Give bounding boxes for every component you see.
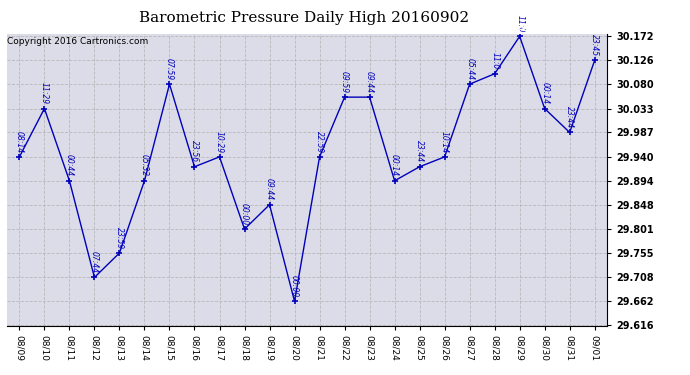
Text: Copyright 2016 Cartronics.com: Copyright 2016 Cartronics.com <box>7 38 148 46</box>
Text: 23:45: 23:45 <box>590 34 599 56</box>
Text: 09:44: 09:44 <box>265 178 274 201</box>
Text: 05:32: 05:32 <box>140 154 149 177</box>
Text: 23:56: 23:56 <box>190 141 199 163</box>
Text: 10:14: 10:14 <box>440 130 449 153</box>
Text: 11:29: 11:29 <box>40 82 49 104</box>
Text: 00:14: 00:14 <box>540 82 549 104</box>
Text: 22:59: 22:59 <box>315 130 324 153</box>
Text: 10:29: 10:29 <box>215 130 224 153</box>
Text: 09:59: 09:59 <box>340 71 349 93</box>
Text: 11:0: 11:0 <box>490 53 499 70</box>
Text: 00:14: 00:14 <box>390 154 399 177</box>
Text: 00:00: 00:00 <box>240 203 249 225</box>
Text: 07:59: 07:59 <box>165 58 174 80</box>
Text: 23:44: 23:44 <box>415 141 424 163</box>
Text: Pressure  (Inches/Hg): Pressure (Inches/Hg) <box>483 24 593 33</box>
Text: 08:14: 08:14 <box>15 130 24 153</box>
Text: 23:59: 23:59 <box>115 227 124 249</box>
Text: 00:00: 00:00 <box>290 275 299 297</box>
Text: 09:44: 09:44 <box>365 71 374 93</box>
Text: 00:44: 00:44 <box>65 154 74 177</box>
Text: 05:44: 05:44 <box>465 58 474 80</box>
Text: 07:44: 07:44 <box>90 251 99 273</box>
Text: Barometric Pressure Daily High 20160902: Barometric Pressure Daily High 20160902 <box>139 11 469 25</box>
Text: 11:0: 11:0 <box>515 15 524 32</box>
Text: 23:44: 23:44 <box>565 106 574 128</box>
